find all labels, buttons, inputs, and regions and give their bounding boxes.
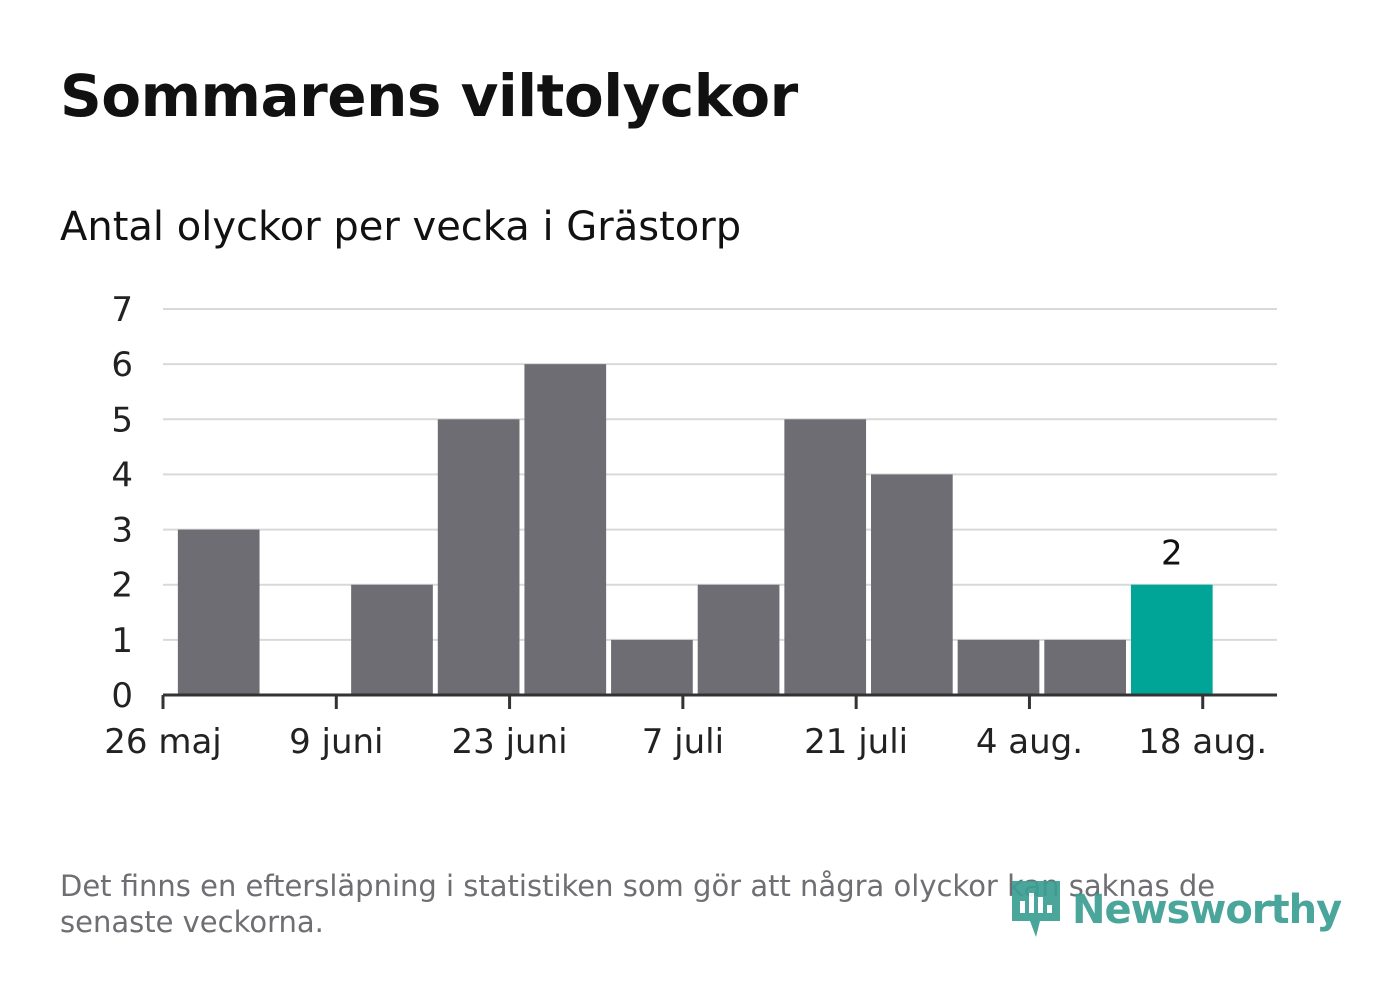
grid-lines: [163, 308, 1277, 641]
y-tick-label: 1: [111, 621, 133, 661]
y-tick-label: 5: [111, 400, 133, 440]
x-tick-label: 26 maj: [104, 722, 221, 762]
y-tick-label: 3: [111, 511, 133, 551]
y-tick-label: 2: [111, 566, 133, 606]
x-axis: [161, 693, 1277, 709]
bar: [871, 474, 953, 695]
x-tick-label: 23 juni: [452, 722, 568, 762]
data-label: 2: [1161, 534, 1183, 574]
chart-subtitle: Antal olyckor per vecka i Grästorp: [60, 204, 742, 250]
chart-title: Sommarens viltolyckor: [60, 62, 798, 130]
newsworthy-logo-icon: [1012, 881, 1060, 937]
bar: [611, 639, 693, 695]
bar: [351, 584, 433, 695]
labels: 0 1 2 3 4 5 6 7 2 26 maj 9 juni 23 juni 7 juli 21 jul…: [104, 290, 1267, 762]
bar: [437, 419, 520, 695]
y-tick-label: 7: [111, 290, 133, 330]
x-tick-label: 9 juni: [289, 722, 383, 762]
bar: [784, 419, 867, 695]
brand-name: Newsworthy: [1072, 887, 1342, 933]
bar: [524, 364, 607, 695]
y-tick-label: 6: [111, 345, 133, 385]
bars: [177, 364, 1213, 695]
x-tick-label: 21 juli: [804, 722, 908, 762]
x-tick-label: 18 aug.: [1138, 722, 1267, 762]
y-tick-label: 4: [111, 455, 133, 495]
bar: [177, 529, 260, 695]
x-tick-label: 4 aug.: [976, 722, 1083, 762]
y-tick-label: 0: [111, 676, 133, 716]
brand-logo: Newsworthy: [1010, 878, 1342, 942]
bar-highlight: [1130, 584, 1213, 695]
bar: [697, 584, 780, 695]
bar: [1044, 639, 1126, 695]
bar: [957, 639, 1040, 695]
x-tick-label: 7 juli: [642, 722, 724, 762]
